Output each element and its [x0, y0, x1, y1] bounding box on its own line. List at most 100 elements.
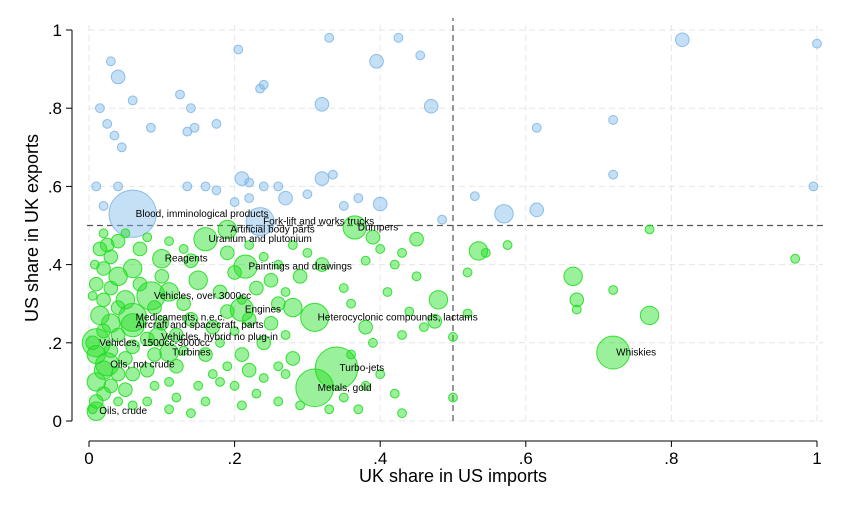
point-label: Blood, imminological products — [136, 209, 269, 220]
data-point — [287, 240, 298, 250]
data-point — [178, 345, 189, 356]
data-point — [118, 382, 133, 398]
data-point — [280, 287, 291, 297]
point-label: Uranium and plutonium — [208, 234, 311, 245]
data-point — [183, 312, 199, 327]
data-point — [369, 53, 384, 69]
x-tick-label: 0 — [84, 449, 93, 468]
data-point — [353, 404, 364, 415]
data-point — [251, 388, 262, 399]
data-point — [139, 362, 155, 378]
labeled-point — [295, 368, 334, 408]
data-point — [147, 347, 162, 362]
data-point — [608, 285, 619, 295]
data-point — [404, 306, 415, 317]
data-point — [120, 228, 131, 239]
point-label: Metals, gold — [318, 383, 372, 394]
data-point — [338, 283, 349, 293]
x-axis-title: UK share in US imports — [359, 466, 547, 486]
data-point — [375, 244, 386, 254]
data-point — [314, 96, 330, 112]
labeled-point — [229, 297, 254, 322]
data-point — [132, 241, 148, 257]
x-tick-label: 1 — [812, 449, 821, 468]
data-point — [164, 377, 174, 387]
point-label: Paintings and drawings — [249, 262, 352, 273]
data-point — [200, 181, 211, 192]
data-point — [139, 331, 155, 347]
data-point — [397, 330, 407, 340]
data-point — [415, 50, 426, 61]
data-point — [280, 330, 291, 340]
data-point — [110, 327, 126, 343]
data-point — [437, 214, 447, 225]
data-point — [409, 231, 424, 247]
data-point — [103, 343, 119, 358]
data-point — [448, 392, 458, 403]
x-tick-label: .6 — [519, 449, 533, 468]
data-point — [229, 197, 240, 207]
data-point — [99, 237, 115, 253]
axes-layer: 0 .2 .4 .6 .8 1 0 .2 .4 .6 .8 1 — [48, 21, 822, 468]
data-point — [502, 240, 513, 250]
y-axis-title: US share in UK exports — [22, 134, 42, 322]
data-point — [96, 323, 111, 339]
data-point — [89, 259, 100, 270]
data-point — [207, 369, 218, 379]
data-point — [273, 181, 284, 192]
data-point — [113, 396, 124, 407]
data-point — [382, 287, 393, 297]
data-point — [116, 142, 127, 153]
data-point — [103, 378, 119, 394]
data-point — [175, 89, 185, 100]
data-point — [346, 298, 356, 309]
data-point — [96, 292, 111, 308]
data-point — [389, 259, 400, 270]
data-point — [186, 103, 196, 114]
data-point — [178, 244, 189, 254]
data-point — [273, 259, 284, 270]
labeled-point — [314, 346, 359, 390]
data-point — [193, 380, 204, 391]
data-point — [164, 404, 174, 415]
data-point — [571, 304, 582, 315]
data-point — [198, 347, 213, 362]
data-point — [273, 361, 284, 372]
data-point — [205, 319, 221, 335]
data-point — [249, 280, 264, 296]
data-point — [101, 313, 121, 333]
data-point — [103, 249, 119, 265]
data-point — [234, 347, 250, 362]
data-point — [448, 332, 458, 342]
point-label: Vehicles, 1500cc-3000cc — [99, 338, 210, 349]
data-point — [427, 313, 443, 329]
data-point — [338, 392, 349, 403]
point-label: Reagents — [165, 254, 208, 265]
data-point — [125, 339, 140, 355]
data-point — [233, 44, 244, 55]
data-point — [675, 32, 690, 48]
point-label: Engines — [245, 305, 281, 316]
data-point — [127, 95, 138, 106]
labeled-point — [81, 328, 111, 358]
point-label: Turbines — [172, 348, 211, 359]
data-point — [96, 386, 111, 401]
data-point — [92, 241, 108, 257]
data-point — [462, 267, 473, 278]
data-point — [127, 400, 138, 411]
labeled-point — [300, 302, 330, 332]
data-point — [397, 247, 407, 258]
data-point — [229, 326, 240, 336]
data-point — [236, 400, 247, 411]
labeled-point — [118, 302, 148, 332]
labeled-point — [159, 342, 179, 363]
labeled-point — [233, 254, 258, 279]
point-label: Oils, crude — [99, 406, 147, 417]
data-point — [147, 300, 162, 315]
labeled-point — [217, 219, 238, 240]
data-point — [258, 373, 269, 383]
data-point — [790, 253, 801, 264]
data-point — [278, 190, 293, 206]
